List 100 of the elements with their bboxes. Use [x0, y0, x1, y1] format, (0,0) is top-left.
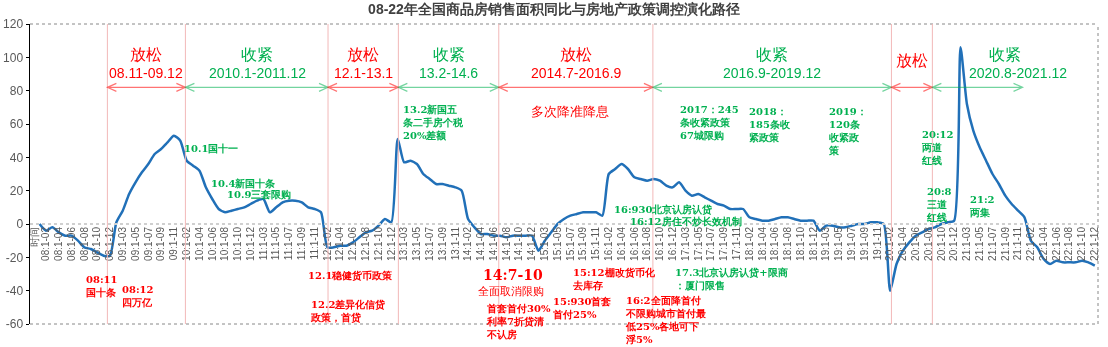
- x-tick-label: 18:1-12: [807, 226, 819, 261]
- x-tick-label: 16:1-06: [628, 226, 640, 261]
- x-tick-label: 19:1-11: [871, 226, 883, 261]
- x-tick-label: 11:1-05: [270, 226, 282, 261]
- x-tick-label: 20:1-06: [909, 226, 921, 261]
- x-tick-label: 12:1-06: [347, 226, 359, 261]
- annotation: 21:2两集: [969, 194, 995, 218]
- x-tick-label: 12:1-12: [385, 226, 397, 261]
- chart-title: 08-22年全国商品房销售面积同比与房地产政策调控演化路径: [368, 0, 740, 17]
- x-tick-label: 21:1-11: [1012, 226, 1024, 261]
- x-tick-label: 22:1-06: [1050, 226, 1062, 261]
- y-tick-label: -40: [5, 283, 24, 298]
- x-tick-label: 10:1-10: [232, 226, 244, 261]
- y-tick-label: 20: [9, 183, 24, 198]
- x-tick-label: 17:1-09: [718, 226, 730, 261]
- annotation: 13.2新国五条二手房个税20%差额: [402, 104, 464, 141]
- x-tick-label: 18:1-10: [794, 226, 806, 261]
- annotation: 首套首付30%利率7折贷清不认房: [486, 303, 551, 340]
- x-tick-label: 11:1-07: [283, 226, 295, 261]
- x-tick-label: 22:1-10: [1076, 226, 1088, 261]
- annotation: 2010.1-2011.12: [209, 65, 307, 81]
- annotation: 2017：245条收紧政策67城限购: [679, 104, 739, 141]
- x-tick-label: 15:1-05: [551, 226, 563, 261]
- annotation: 放松: [896, 52, 928, 69]
- annotation: 20:12两道红线: [921, 129, 954, 166]
- x-tick-label: 14:1-04: [475, 226, 487, 261]
- x-tick-label: 08:1-08: [78, 226, 90, 261]
- x-tick-label: 13:1-03: [398, 226, 410, 261]
- annotation: 放松: [347, 46, 379, 63]
- annotation: 2016.9-2019.12: [723, 65, 822, 81]
- x-tick-label: 09:1-05: [129, 226, 141, 261]
- x-tick-label: 18:1-04: [756, 226, 768, 261]
- annotation: 收紧: [433, 46, 465, 63]
- annotation: 15:12棚改货币化去库存: [572, 267, 656, 291]
- annotation: 08:11国十条: [86, 274, 118, 298]
- x-tick-label: 10:1-12: [244, 226, 256, 261]
- annotation: 收紧: [989, 46, 1021, 63]
- x-tick-label: 21:1-09: [999, 226, 1011, 261]
- annotation: 多次降准降息: [531, 104, 609, 119]
- x-tick-label: 18:1-06: [769, 226, 781, 261]
- x-tick-label: 13:1-07: [423, 226, 435, 261]
- x-tick-label: 14:1-06: [487, 226, 499, 261]
- x-tick-label: 20:1-08: [922, 226, 934, 261]
- x-tick-label: 16:1-02: [603, 226, 615, 261]
- annotation: 15:930首套首付25%: [552, 296, 612, 320]
- x-tick-label: 20:1-10: [935, 226, 947, 261]
- x-tick-label: 15:1-09: [577, 226, 589, 261]
- annotation: 08.11-09.12: [109, 65, 183, 81]
- x-tick-label: 08:1-04: [53, 226, 65, 261]
- x-tick-label: 12:1-08: [360, 226, 371, 261]
- x-tick-label: 16:1-12: [666, 226, 678, 261]
- y-tick-label: 60: [9, 117, 24, 132]
- annotation: 放松: [130, 46, 162, 63]
- y-tick-label: 100: [3, 50, 24, 65]
- x-tick-label: 09:1-11: [168, 226, 180, 261]
- x-tick-label: 21:1-03: [961, 226, 973, 261]
- y-tick-label: -60: [5, 317, 24, 332]
- x-tick-label: 19:1-03: [820, 226, 832, 261]
- x-tick-label: 14:1-02: [462, 226, 474, 261]
- x-tick-label: 17:1-05: [692, 226, 704, 261]
- x-tick-label: 10:1-02: [180, 226, 192, 261]
- x-tick-label: 15:1-07: [564, 226, 576, 261]
- x-tick-label: 14:1-12: [526, 226, 538, 261]
- x-tick-label: 时间: [29, 227, 41, 247]
- annotation: 2020.8-2021.12: [969, 65, 1068, 81]
- annotation: 2018：185条收紧政策: [749, 106, 791, 143]
- x-tick-label: 10:1-04: [193, 226, 205, 261]
- x-tick-label: 09:1-03: [116, 226, 128, 261]
- annotation: 2019：120条收紧政策: [828, 106, 867, 156]
- annotation: 2014.7-2016.9: [531, 65, 622, 81]
- x-tick-label: 22:1-04: [1037, 226, 1049, 261]
- annotation: 12.2差异化信贷政策，首贷: [310, 299, 386, 323]
- x-tick-label: 13:1-09: [436, 226, 448, 261]
- x-tick-label: 20:1-12: [948, 226, 960, 261]
- x-tick-label: 08:1-02: [40, 226, 52, 261]
- x-tick-label: 14:1-08: [500, 226, 512, 261]
- x-tick-label: 12:1-04: [334, 226, 346, 261]
- x-tick-label: 12:1-02: [321, 226, 333, 261]
- x-tick-label: 18:1-08: [782, 226, 794, 261]
- x-tick-label: 08:1-12: [104, 226, 116, 261]
- x-tick-label: 20:1-04: [897, 226, 909, 261]
- x-tick-label: 17:1-07: [705, 226, 717, 261]
- x-tick-label: 19:1-05: [833, 226, 845, 261]
- y-tick-label: 40: [9, 150, 24, 165]
- x-tick-label: 19:1-07: [846, 226, 858, 261]
- x-tick-label: 20:1-02: [884, 226, 896, 261]
- x-tick-label: 12:1-10: [372, 226, 384, 261]
- x-tick-label: 22:1-02: [1025, 226, 1037, 261]
- x-tick-label: 19:1-09: [858, 226, 870, 261]
- x-tick-label: 21:1-05: [973, 226, 985, 261]
- x-tick-label: 21:1-07: [986, 226, 998, 261]
- y-tick-label: -20: [5, 250, 24, 265]
- annotation: 14:7-10: [483, 267, 543, 283]
- x-tick-label: 17:1-03: [679, 226, 691, 261]
- x-tick-label: 16:1-10: [654, 226, 666, 261]
- annotation: 08:12四万亿: [122, 284, 154, 308]
- annotation: 10.4新国十条: [211, 178, 276, 189]
- annotation: 放松: [560, 46, 592, 63]
- x-tick-label: 11:1-09: [296, 226, 308, 261]
- y-tick-label: 120: [3, 17, 24, 32]
